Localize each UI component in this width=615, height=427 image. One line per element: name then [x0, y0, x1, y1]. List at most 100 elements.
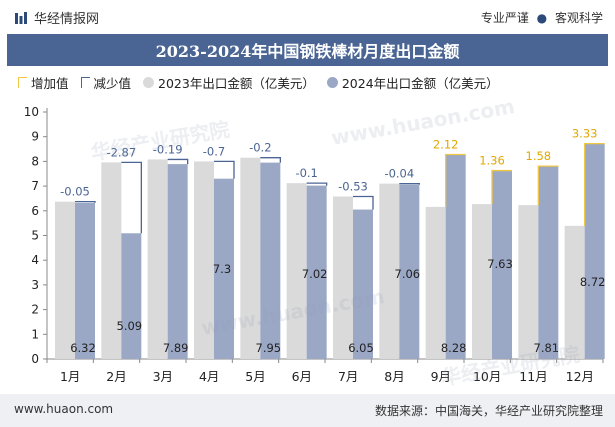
y-tick-label: 9 [31, 130, 39, 144]
bar-2023 [425, 206, 446, 359]
decrease-bracket [75, 201, 96, 203]
footer-url: www.huaon.com [14, 402, 114, 416]
decrease-bracket [260, 157, 281, 163]
bar-2024 [445, 154, 466, 359]
decrease-bracket [214, 160, 235, 179]
change-label: -0.7 [203, 144, 225, 158]
bar-2023 [333, 196, 353, 359]
tagline: 专业严谨 ● 客观科学 [481, 9, 603, 26]
bar-2024 [492, 170, 512, 359]
value-label-2024: 7.95 [256, 341, 282, 355]
x-tick-label: 10月 [473, 369, 501, 384]
bar-2023 [564, 225, 585, 359]
tagline-1: 专业严谨 [480, 11, 529, 25]
legend-2024-swatch-icon [326, 77, 338, 88]
value-label-2024: 6.32 [70, 341, 96, 355]
change-label: -0.19 [153, 142, 183, 156]
change-label: -0.04 [384, 167, 414, 181]
value-label-2024: 7.89 [163, 341, 189, 355]
value-label-2024: 6.05 [348, 341, 374, 355]
change-label: -0.2 [249, 141, 271, 155]
bar-2024 [214, 178, 234, 359]
y-tick-label: 3 [31, 278, 39, 292]
change-label: -0.05 [60, 185, 90, 199]
increase-bracket [445, 153, 466, 207]
change-label: 1.58 [526, 149, 552, 163]
x-tick-label: 7月 [338, 369, 358, 384]
value-label-2024: 8.72 [580, 275, 606, 289]
value-label-2024: 7.06 [395, 267, 421, 281]
x-tick-label: 11月 [519, 369, 547, 384]
bar-2023 [240, 157, 261, 359]
bar-2023 [379, 183, 400, 359]
x-tick-label: 8月 [384, 369, 404, 384]
x-tick-label: 4月 [199, 369, 219, 384]
x-tick-label: 2月 [106, 369, 126, 384]
change-label: 3.33 [572, 127, 598, 141]
bar-2024 [399, 184, 420, 359]
y-tick-label: 4 [31, 253, 39, 267]
decrease-bracket [306, 182, 328, 186]
bar-2024 [306, 185, 327, 359]
value-label-2024: 7.3 [213, 262, 231, 276]
value-label-2024: 8.28 [441, 341, 467, 355]
value-label-2024: 7.02 [302, 267, 328, 281]
decrease-bracket [353, 195, 374, 210]
decrease-bracket [167, 158, 189, 165]
legend-item-2024: 2024年出口金额（亿美元） [326, 73, 499, 92]
y-tick-label: 1 [31, 327, 39, 341]
legend-decrease-swatch-icon [80, 77, 90, 88]
x-tick-label: 5月 [245, 369, 265, 384]
change-label: -0.53 [338, 179, 368, 193]
tagline-2: 客观科学 [554, 11, 603, 25]
legend-2023-swatch-icon [143, 77, 155, 88]
decrease-bracket [121, 161, 142, 234]
footer: www.huaon.com 数据来源：中国海关，华经产业研究院整理 [0, 394, 615, 427]
brand: 华经情报网 [14, 8, 99, 27]
legend-label-2024: 2024年出口金额（亿美元） [341, 76, 499, 91]
increase-bracket [537, 165, 559, 206]
y-tick-label: 5 [31, 229, 39, 243]
value-label-2024: 7.81 [534, 341, 560, 355]
increase-bracket [491, 169, 512, 205]
x-tick-label: 1月 [60, 369, 80, 384]
chart-legend: 增加值 减少值 2023年出口金额（亿美元） 2024年出口金额（亿美元） [18, 73, 511, 92]
decrease-bracket [399, 182, 420, 185]
legend-item-increase: 增加值 [18, 73, 69, 92]
bar-2024 [538, 166, 559, 359]
bar-2023 [55, 201, 75, 359]
bar-2023 [147, 159, 168, 359]
bar-2023 [472, 204, 492, 359]
increase-bracket [584, 142, 605, 226]
footer-source: 数据来源：中国海关，华经产业研究院整理 [374, 404, 603, 418]
bar-2024 [121, 233, 142, 359]
y-tick-label: 6 [31, 204, 39, 218]
y-tick-label: 10 [24, 105, 39, 119]
change-label: -2.87 [106, 145, 136, 159]
value-label-2024: 5.09 [117, 319, 143, 333]
legend-label-decrease: 减少值 [93, 76, 132, 91]
legend-label-increase: 增加值 [31, 76, 69, 91]
bar-2024 [353, 209, 373, 359]
chart-title-bar: 2023-2024年中国钢铁棒材月度出口金额 [7, 34, 608, 66]
y-tick-label: 8 [31, 154, 39, 168]
y-tick-label: 7 [31, 179, 39, 193]
y-tick-label: 2 [31, 303, 39, 317]
legend-increase-swatch-icon [18, 77, 27, 88]
bar-2024 [75, 202, 95, 359]
legend-label-2023: 2023年出口金额（亿美元） [158, 76, 315, 91]
bar-2024 [167, 164, 188, 359]
brand-name: 华经情报网 [34, 12, 100, 27]
change-label: 1.36 [479, 154, 505, 168]
legend-item-2023: 2023年出口金额（亿美元） [143, 73, 315, 92]
value-label-2024: 7.63 [487, 257, 513, 271]
bar-2024 [584, 143, 605, 359]
brand-logo-icon [15, 11, 27, 24]
x-tick-label: 12月 [566, 369, 594, 384]
chart-title: 2023-2024年中国钢铁棒材月度出口金额 [155, 42, 460, 61]
tagline-dot-icon: ● [536, 11, 548, 25]
x-tick-label: 3月 [153, 369, 173, 384]
x-tick-label: 6月 [292, 369, 312, 384]
bar-2023 [518, 205, 539, 359]
bar-2023 [194, 161, 214, 359]
